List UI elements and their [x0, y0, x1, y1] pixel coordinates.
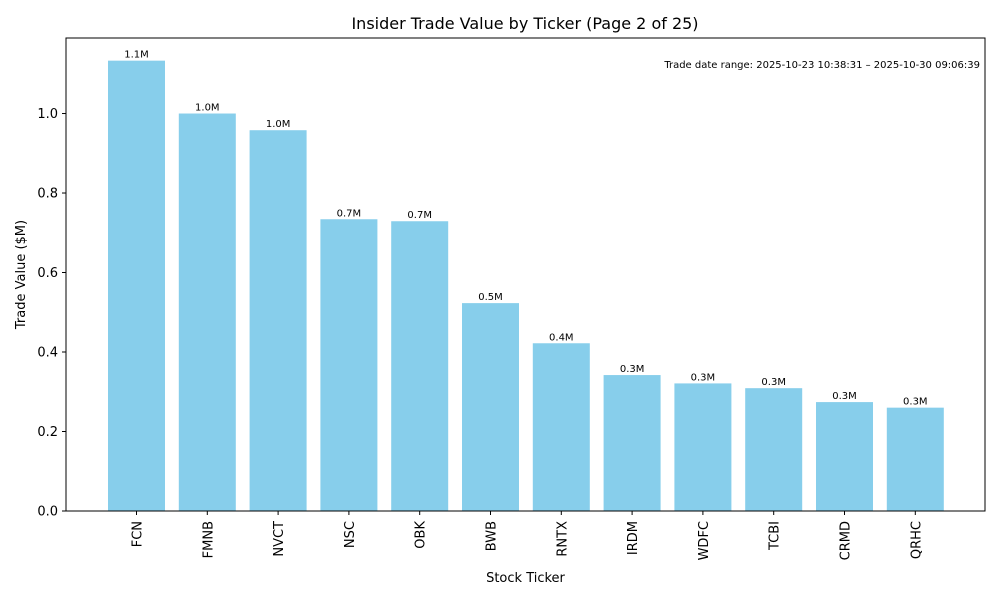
x-tick-label: QRHC — [909, 521, 924, 559]
bar-value-label: 0.7M — [407, 210, 432, 221]
bar-qrhc — [886, 407, 944, 511]
bar-value-label: 0.3M — [691, 372, 716, 383]
x-axis: FCN FMNB NVCT NSC OBK BWB RNTX IRDM WDFC TCBI CRMD… — [131, 511, 924, 560]
y-tick-label: 0.6 — [37, 266, 58, 281]
x-tick-label: TCBI — [768, 521, 783, 551]
bar-value-label: 1.1M — [124, 50, 149, 61]
y-tick-label: 0.2 — [37, 425, 58, 440]
x-tick-label: IRDM — [626, 521, 641, 555]
x-tick-label: WDFC — [697, 521, 712, 560]
bar-irdm — [603, 375, 661, 511]
bar-fmnb — [178, 113, 236, 512]
bar-wdfc — [674, 383, 732, 511]
y-axis-title: Trade Value ($M) — [14, 220, 29, 330]
x-tick-label: RNTX — [555, 521, 570, 557]
bar-crmd — [816, 402, 873, 511]
bar-tcbi — [745, 388, 803, 511]
bars-group — [108, 60, 944, 512]
bar-value-label: 0.3M — [620, 364, 645, 375]
bar-rntx — [532, 343, 590, 511]
bar-value-label: 0.3M — [832, 391, 857, 402]
y-tick-label: 0.4 — [37, 346, 58, 361]
y-axis: 0.0 0.2 0.4 0.6 0.8 1.0 — [37, 107, 66, 520]
x-tick-label: NVCT — [272, 521, 287, 557]
x-tick-label: BWB — [485, 521, 500, 551]
x-tick-label: OBK — [414, 521, 429, 549]
x-axis-title: Stock Ticker — [486, 571, 565, 586]
y-tick-label: 0.8 — [37, 187, 58, 202]
bar-value-label: 0.5M — [478, 292, 503, 303]
x-tick-label: FCN — [131, 521, 146, 547]
bar-value-label: 1.0M — [266, 119, 291, 130]
bar-value-label: 0.7M — [337, 208, 362, 219]
bar-fcn — [108, 60, 165, 511]
bar-labels-group: 1.1M 1.0M 1.0M 0.7M 0.7M 0.5M 0.4M 0.3M 0.3M 0.3M… — [124, 50, 927, 408]
bar-bwb — [462, 303, 519, 511]
bar-obk — [391, 221, 449, 512]
date-range-annotation: Trade date range: 2025-10-23 10:38:31 – … — [663, 60, 980, 71]
x-tick-label: FMNB — [201, 521, 216, 558]
y-tick-label: 1.0 — [37, 107, 58, 122]
y-tick-label: 0.0 — [37, 505, 58, 520]
chart-title: Insider Trade Value by Ticker (Page 2 of… — [351, 14, 698, 33]
bar-value-label: 0.3M — [761, 377, 786, 388]
plot-frame — [65, 37, 986, 512]
x-tick-label: NSC — [343, 521, 358, 548]
bar-nsc — [320, 219, 378, 511]
bar-value-label: 0.3M — [903, 397, 928, 408]
bar-nvct — [249, 130, 307, 511]
bar-value-label: 0.4M — [549, 332, 574, 343]
x-tick-label: CRMD — [839, 521, 854, 560]
bar-value-label: 1.0M — [195, 103, 220, 114]
